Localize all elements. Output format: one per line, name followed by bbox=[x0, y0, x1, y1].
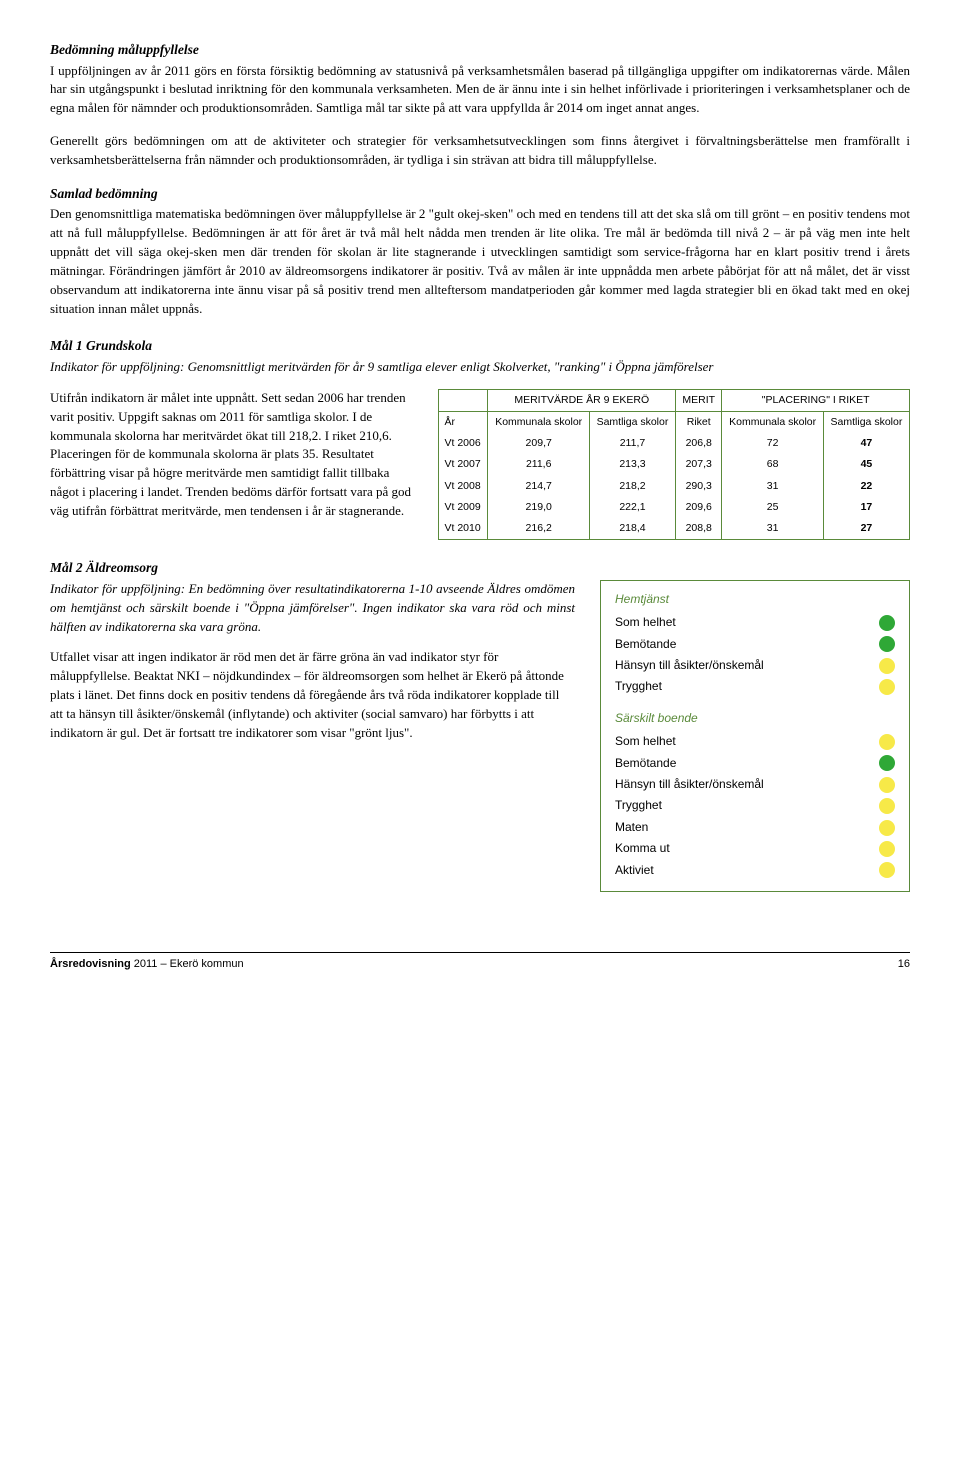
table-header: Samtliga skolor bbox=[823, 412, 909, 434]
table-cell: 25 bbox=[722, 497, 823, 518]
status-dot-icon bbox=[879, 841, 895, 857]
page-footer: Årsredovisning 2011 – Ekerö kommun 16 bbox=[50, 952, 910, 973]
table-header: Riket bbox=[676, 412, 722, 434]
table-cell: 208,8 bbox=[676, 518, 722, 540]
table-cell: 214,7 bbox=[488, 476, 589, 497]
indicator-text: Indikator för uppföljning: Genomsnittlig… bbox=[50, 358, 910, 377]
status-row: Bemötande bbox=[615, 753, 895, 774]
table-cell: 213,3 bbox=[589, 454, 675, 475]
section-heading: Bedömning måluppfyllelse bbox=[50, 40, 910, 60]
table-header: Kommunala skolor bbox=[722, 412, 823, 434]
table-cell: Vt 2009 bbox=[438, 497, 488, 518]
table-cell: 17 bbox=[823, 497, 909, 518]
status-row: Aktiviet bbox=[615, 860, 895, 881]
status-row: Maten bbox=[615, 817, 895, 838]
goal-heading: Mål 2 Äldreomsorg bbox=[50, 558, 910, 578]
table-header: Kommunala skolor bbox=[488, 412, 589, 434]
status-dot-icon bbox=[879, 615, 895, 631]
table-cell: Vt 2007 bbox=[438, 454, 488, 475]
footer-title: Årsredovisning bbox=[50, 958, 131, 970]
table-cell: 218,2 bbox=[589, 476, 675, 497]
status-dot-icon bbox=[879, 734, 895, 750]
status-label: Hänsyn till åsikter/önskemål bbox=[615, 657, 764, 674]
status-dot-icon bbox=[879, 820, 895, 836]
status-dot-icon bbox=[879, 658, 895, 674]
table-cell: Vt 2008 bbox=[438, 476, 488, 497]
table-cell: 219,0 bbox=[488, 497, 589, 518]
status-label: Maten bbox=[615, 819, 648, 836]
table-group-header: "PLACERING" I RIKET bbox=[722, 389, 910, 411]
table-cell: 45 bbox=[823, 454, 909, 475]
status-row: Som helhet bbox=[615, 731, 895, 752]
paragraph: Generellt görs bedömningen om att de akt… bbox=[50, 132, 910, 170]
indicator-text: Indikator för uppföljning: En bedömning … bbox=[50, 580, 575, 637]
section-heading: Samlad bedömning bbox=[50, 184, 910, 204]
table-cell: Vt 2010 bbox=[438, 518, 488, 540]
status-row: Hänsyn till åsikter/önskemål bbox=[615, 655, 895, 676]
table-cell: 211,7 bbox=[589, 433, 675, 454]
status-dot-icon bbox=[879, 777, 895, 793]
goal-text: Utifrån indikatorn är målet inte uppnått… bbox=[50, 389, 418, 521]
footer-subtitle: 2011 – Ekerö kommun bbox=[131, 958, 244, 970]
status-row: Komma ut bbox=[615, 838, 895, 859]
table-cell: 72 bbox=[722, 433, 823, 454]
status-dot-icon bbox=[879, 755, 895, 771]
status-label: Som helhet bbox=[615, 614, 676, 631]
status-label: Trygghet bbox=[615, 797, 662, 814]
table-group-header: MERITVÄRDE ÅR 9 EKERÖ bbox=[488, 389, 676, 411]
status-dot-icon bbox=[879, 862, 895, 878]
table-cell: 209,7 bbox=[488, 433, 589, 454]
status-section-title: Hemtjänst bbox=[615, 591, 895, 608]
table-cell: 207,3 bbox=[676, 454, 722, 475]
status-dot-icon bbox=[879, 679, 895, 695]
status-label: Bemötande bbox=[615, 755, 676, 772]
page-number: 16 bbox=[898, 957, 910, 973]
table-cell: Vt 2006 bbox=[438, 433, 488, 454]
table-cell: 290,3 bbox=[676, 476, 722, 497]
status-label: Som helhet bbox=[615, 733, 676, 750]
table-header: Samtliga skolor bbox=[589, 412, 675, 434]
table-cell: 222,1 bbox=[589, 497, 675, 518]
status-dot-icon bbox=[879, 798, 895, 814]
status-label: Komma ut bbox=[615, 840, 670, 857]
table-cell: 216,2 bbox=[488, 518, 589, 540]
paragraph: Den genomsnittliga matematiska bedömning… bbox=[50, 205, 910, 318]
status-label: Trygghet bbox=[615, 678, 662, 695]
table-group-header: MERIT bbox=[676, 389, 722, 411]
table-cell: 218,4 bbox=[589, 518, 675, 540]
paragraph: I uppföljningen av år 2011 görs en först… bbox=[50, 62, 910, 119]
status-row: Trygghet bbox=[615, 795, 895, 816]
status-row: Hänsyn till åsikter/önskemål bbox=[615, 774, 895, 795]
merit-table: MERITVÄRDE ÅR 9 EKERÖ MERIT "PLACERING" … bbox=[438, 389, 911, 541]
status-dot-icon bbox=[879, 636, 895, 652]
table-cell: 47 bbox=[823, 433, 909, 454]
status-label: Hänsyn till åsikter/önskemål bbox=[615, 776, 764, 793]
status-row: Bemötande bbox=[615, 634, 895, 655]
status-label: Aktiviet bbox=[615, 862, 654, 879]
goal-heading: Mål 1 Grundskola bbox=[50, 336, 910, 356]
table-cell: 211,6 bbox=[488, 454, 589, 475]
status-label: Bemötande bbox=[615, 636, 676, 653]
table-cell: 68 bbox=[722, 454, 823, 475]
table-cell: 27 bbox=[823, 518, 909, 540]
table-cell: 31 bbox=[722, 518, 823, 540]
goal-text: Utfallet visar att ingen indikator är rö… bbox=[50, 648, 575, 742]
indicator-status-box: Hemtjänst Som helhet Bemötande Hänsyn till … bbox=[600, 580, 910, 892]
table-cell: 209,6 bbox=[676, 497, 722, 518]
table-cell: 206,8 bbox=[676, 433, 722, 454]
table-header: År bbox=[438, 412, 488, 434]
status-row: Trygghet bbox=[615, 676, 895, 697]
status-section-title: Särskilt boende bbox=[615, 710, 895, 727]
status-row: Som helhet bbox=[615, 612, 895, 633]
table-cell: 31 bbox=[722, 476, 823, 497]
table-cell: 22 bbox=[823, 476, 909, 497]
